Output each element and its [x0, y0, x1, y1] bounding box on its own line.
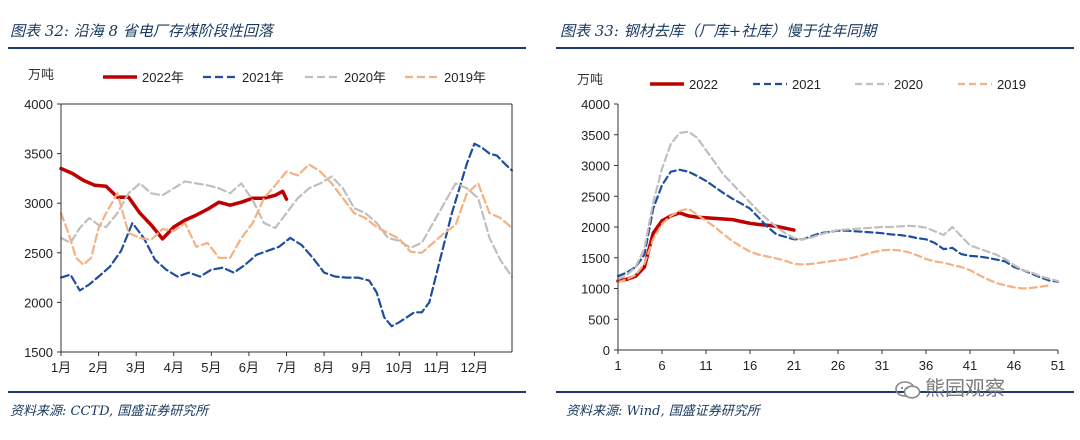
watermark: 熊园观察: [895, 372, 1005, 401]
y-tick-label: 1500: [24, 345, 53, 360]
x-tick-label: 2月: [88, 360, 108, 375]
legend-label: 2020年: [344, 70, 386, 85]
legend-label: 2019: [997, 77, 1026, 92]
wechat-icon: [895, 380, 921, 399]
y-tick-label: 3500: [581, 128, 610, 143]
x-tick-label: 1: [614, 358, 621, 373]
right-title-rule: [556, 47, 1074, 49]
y-tick-label: 3000: [24, 196, 53, 211]
x-tick-label: 4月: [164, 360, 184, 375]
legend-label: 2021: [792, 77, 821, 92]
y-unit-label: 万吨: [28, 67, 54, 82]
x-tick-label: 3月: [126, 360, 146, 375]
x-tick-label: 11: [699, 358, 713, 373]
left-chart-title: 图表 32: 沿海 8 省电厂存煤阶段性回落: [10, 22, 273, 40]
series-line-2020: [616, 130, 1060, 283]
y-tick-label: 2000: [581, 220, 610, 235]
x-tick-label: 26: [831, 358, 845, 373]
x-tick-label: 5月: [201, 360, 221, 375]
right-chart-source: 资料来源: Wind, 国盛证券研究所: [566, 404, 760, 419]
left-chart-source: 资料来源: CCTD, 国盛证券研究所: [10, 404, 209, 419]
x-tick-label: 6月: [239, 360, 259, 375]
y-tick-label: 1000: [581, 282, 610, 297]
left-source-rule: [8, 391, 526, 393]
y-tick-label: 4000: [24, 97, 53, 112]
x-tick-label: 21: [787, 358, 801, 373]
coal-inventory-chart: 万吨 1500 2000 2500 3000 3500 4000 1月 2月 3月 4月 5月 6月 7月…: [24, 67, 514, 375]
series-line-2021年: [59, 142, 514, 328]
x-tick-label: 51: [1051, 358, 1065, 373]
y-tick-label: 2000: [24, 295, 53, 310]
x-tick-label: 11月: [424, 360, 451, 375]
legend-label: 2021年: [242, 70, 284, 85]
y-tick-label: 2500: [24, 246, 53, 261]
x-tick-label: 8月: [314, 360, 334, 375]
legend-label: 2020: [894, 77, 923, 92]
x-tick-label: 1月: [51, 360, 71, 375]
watermark-text: 熊园观察: [925, 376, 1005, 400]
x-tick-label: 31: [875, 358, 889, 373]
y-tick-label: 3500: [24, 147, 53, 162]
x-tick-label: 7月: [276, 360, 296, 375]
series-line-2020年: [59, 175, 514, 278]
y-tick-label: 2500: [581, 189, 610, 204]
y-tick-label: 500: [588, 312, 610, 327]
x-tick-label: 12月: [461, 360, 488, 375]
x-tick-label: 36: [919, 358, 933, 373]
left-title-rule: [8, 47, 526, 49]
y-tick-label: 4000: [581, 97, 610, 112]
y-tick-label: 3000: [581, 159, 610, 174]
series-line-2021: [616, 168, 1060, 283]
legend-label: 2022: [689, 77, 718, 92]
x-tick-label: 6: [658, 358, 665, 373]
series-line-2019年: [59, 163, 514, 266]
x-tick-label: 16: [743, 358, 757, 373]
series-line-2019: [616, 207, 1051, 290]
legend-label: 2019年: [444, 70, 486, 85]
y-unit-label: 万吨: [577, 72, 603, 87]
x-tick-label: 9月: [352, 360, 372, 375]
y-tick-label: 1500: [581, 251, 610, 266]
legend-label: 2022年: [142, 70, 184, 85]
right-source-rule: [556, 391, 1074, 393]
x-tick-label: 41: [963, 358, 977, 373]
x-tick-label: 46: [1007, 358, 1021, 373]
x-tick-label: 10月: [386, 360, 413, 375]
series-line-2022年: [59, 166, 289, 241]
right-chart-title: 图表 33: 钢材去库（厂库+社库）慢于往年同期: [560, 22, 877, 40]
y-tick-label: 0: [603, 343, 610, 358]
